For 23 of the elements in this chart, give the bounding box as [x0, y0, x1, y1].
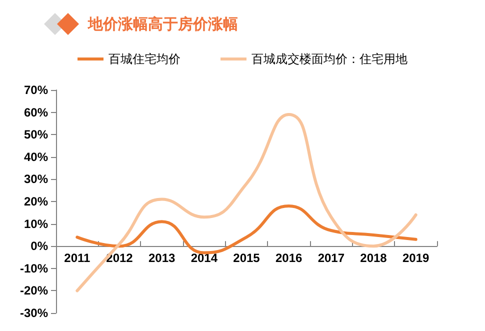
y-tick-label: 60%	[24, 105, 48, 120]
x-tick-label: 2015	[233, 251, 260, 266]
x-tick-label: 2016	[275, 251, 303, 266]
y-tick-label: 20%	[24, 194, 48, 208]
x-tick-label: 2014	[190, 251, 218, 266]
y-tick-label: 30%	[24, 172, 48, 186]
x-tick-label: 2018	[360, 251, 388, 266]
y-tick-label: -20%	[20, 284, 48, 298]
y-tick-label: 50%	[24, 128, 48, 142]
x-tick-label: 2011	[64, 251, 91, 266]
line-series	[76, 204, 418, 254]
legend-label: 百城住宅均价	[108, 52, 180, 66]
y-tick-label: 0%	[30, 239, 48, 254]
y-tick-label: 70%	[24, 83, 48, 97]
chart-title: 地价涨幅高于房价涨幅	[88, 14, 238, 34]
legend-label: 百城成交楼面均价：住宅用地	[252, 52, 408, 66]
x-tick-label: 2019	[402, 251, 430, 266]
x-tick-label: 2017	[318, 251, 345, 266]
y-tick-label: -30%	[20, 306, 48, 320]
x-tick-label: 2013	[148, 251, 176, 266]
y-tick-label: 40%	[24, 150, 48, 164]
y-tick-label: -10%	[20, 261, 48, 276]
y-tick-label: 10%	[24, 216, 48, 231]
